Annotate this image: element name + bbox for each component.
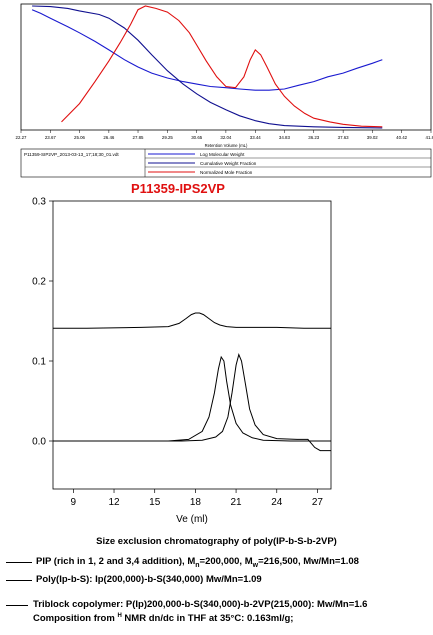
top-x-tick-label: 40.42 — [396, 135, 408, 140]
top-series-line-1 — [32, 5, 383, 129]
main-series-line-0 — [53, 312, 331, 329]
pip-text-3: =216,500, Mw/Mn=1.08 — [258, 556, 359, 567]
main-plot-frame — [52, 200, 332, 490]
legend-label-triblock: Triblock copolymer: P(Ip)200,000-b-S(340… — [33, 599, 368, 610]
main-axis-ticks: 9 12 15 18 21 24 27 0.0 0.1 0.2 0.3 — [32, 197, 323, 509]
composition-sup: H — [117, 613, 122, 619]
top-x-tick-label: 26.46 — [103, 135, 115, 140]
top-file-label: P11359-SIP2VP_2013-03-13_17;18;30_01.vdt — [24, 152, 119, 157]
top-x-tick-label: 34.83 — [279, 135, 291, 140]
composition-text: Composition from H NMR dn/dc in THF at 3… — [33, 613, 293, 624]
main-x-tick-label: 27 — [312, 497, 324, 508]
top-chart: 22.27 23.67 25.06 26.46 27.85 29.25 30.65 32.04… — [16, 3, 433, 178]
top-legend-frame — [20, 148, 432, 178]
top-x-tick-label: 32.04 — [220, 135, 232, 140]
legend-label-logmw: Log Molecular Weight — [200, 152, 245, 157]
legend-label-polyipbs: Poly(Ip-b-S): Ip(200,000)-b-S(340,000) M… — [36, 574, 262, 585]
legend-label-cumulative: Cumulative Weight Fraction — [200, 161, 257, 166]
legend-swatch-polyipbs — [6, 580, 32, 581]
top-x-tick-label: 30.65 — [191, 135, 203, 140]
main-series-line-1 — [53, 355, 331, 442]
top-series-line-2 — [61, 5, 383, 128]
pip-text-1: PIP (rich in 1, 2 and 3,4 addition), M — [36, 556, 196, 567]
main-chart: P11359-IPS2VP 9 12 15 18 21 24 270.00.10.20.3 … — [32, 181, 332, 525]
main-x-tick-label: 24 — [271, 497, 283, 508]
pip-sub-w: w — [252, 561, 259, 569]
main-chart-subtitle: Size exclusion chromatography of poly(IP… — [96, 536, 337, 547]
main-chart-title: P11359-IPS2VP — [131, 181, 225, 196]
top-x-tick-label: 41.82 — [426, 135, 433, 140]
pip-text-2: =200,000, M — [199, 556, 253, 567]
main-y-tick-label: 0.2 — [32, 277, 46, 288]
legend-label-pip: PIP (rich in 1, 2 and 3,4 addition), Mn=… — [36, 556, 359, 569]
legend-swatch-triblock — [6, 605, 28, 606]
main-series-line-2 — [53, 353, 331, 452]
legend-label-molefraction: Normalized Mole Fraction — [200, 170, 253, 175]
top-x-tick-label: 29.25 — [162, 135, 174, 140]
composition-prefix: Composition from — [33, 613, 118, 625]
legend-swatch-pip — [6, 562, 32, 563]
top-x-axis-label: Retention Volume (mL) — [205, 143, 248, 148]
top-x-tick-label: 23.67 — [45, 135, 57, 140]
top-x-tick-label: 27.85 — [133, 135, 145, 140]
main-x-tick-label: 15 — [149, 497, 161, 508]
top-x-tick-label: 25.06 — [74, 135, 86, 140]
top-x-tick-label: 37.63 — [338, 135, 350, 140]
main-x-axis-label: Ve (ml) — [176, 514, 208, 525]
top-series-group — [31, 5, 383, 129]
top-x-tick-label: 33.44 — [250, 135, 262, 140]
top-plot-frame — [20, 3, 432, 131]
top-x-tick-label: 39.02 — [367, 135, 379, 140]
composition-suffix: NMR dn/dc in THF at 35°C: 0.163ml/g; — [121, 613, 294, 625]
main-y-tick-label: 0.3 — [32, 197, 46, 208]
pip-sub-n: n — [195, 561, 200, 569]
main-y-tick-label: 0.0 — [32, 437, 46, 448]
top-x-ticks: 22.27 23.67 25.06 26.46 27.85 29.25 30.65 32.04… — [16, 130, 433, 140]
top-x-tick-label: 22.27 — [16, 135, 28, 140]
top-x-tick-label: 36.23 — [308, 135, 320, 140]
main-x-tick-label: 12 — [108, 497, 120, 508]
top-series-line-0 — [31, 9, 383, 91]
main-x-tick-label: 21 — [231, 497, 243, 508]
main-x-tick-label: 18 — [190, 497, 202, 508]
main-y-tick-label: 0.1 — [32, 357, 46, 368]
main-series-group — [53, 312, 331, 452]
main-x-tick-label: 9 — [71, 497, 77, 508]
